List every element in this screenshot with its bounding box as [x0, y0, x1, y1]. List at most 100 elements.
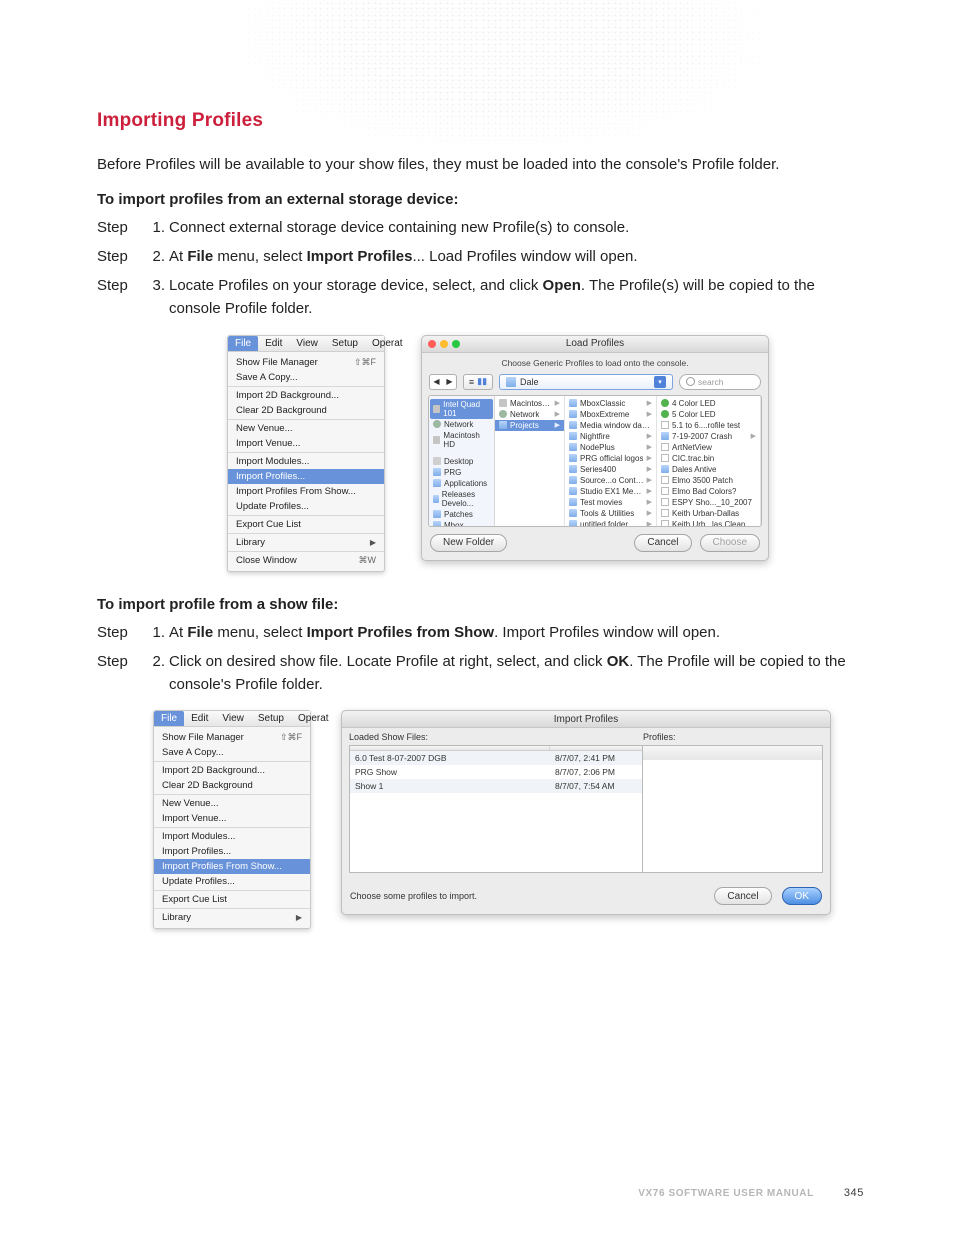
menubar-item[interactable]: Setup [325, 336, 365, 351]
menu-item[interactable]: New Venue... [154, 796, 310, 811]
item-icon [569, 421, 577, 429]
menu-item[interactable]: Clear 2D Background [228, 403, 384, 418]
menu-item[interactable]: Update Profiles... [228, 499, 384, 514]
menu-separator [228, 515, 384, 516]
browser-row[interactable]: Studio EX1 Media▶ [565, 486, 656, 497]
menu-item[interactable]: New Venue... [228, 421, 384, 436]
sidebar-item[interactable]: Intel Quad 101 [430, 399, 493, 419]
sidebar-item[interactable]: PRG [433, 467, 490, 478]
browser-row[interactable]: Dales Antive [657, 464, 760, 475]
menubar-item[interactable]: Edit [258, 336, 289, 351]
menubar-item[interactable]: Operat [291, 711, 336, 726]
step-label: Step [97, 274, 147, 321]
menu-item[interactable]: Save A Copy... [154, 745, 310, 760]
menubar-item[interactable]: View [289, 336, 325, 351]
browser-row[interactable]: Nightfire▶ [565, 431, 656, 442]
menu-item[interactable]: Clear 2D Background [154, 778, 310, 793]
browser-row[interactable]: untitled folder▶ [565, 519, 656, 526]
step: Step1.At File menu, select Import Profil… [97, 621, 864, 644]
nav-back-forward[interactable]: ◀▶ [429, 374, 457, 390]
chevron-right-icon: ▶ [647, 399, 652, 407]
ok-button[interactable]: OK [782, 887, 822, 905]
menu-item[interactable]: Export Cue List [154, 892, 310, 907]
browser-row[interactable]: NodePlus▶ [565, 442, 656, 453]
menubar-item[interactable]: File [228, 336, 258, 351]
new-folder-button[interactable]: New Folder [430, 534, 507, 552]
browser-row[interactable]: MboxExtreme▶ [565, 409, 656, 420]
item-icon [569, 432, 577, 440]
menu-item[interactable]: Library▶ [154, 910, 310, 925]
menubar-item[interactable]: Edit [184, 711, 215, 726]
menu-separator [228, 419, 384, 420]
browser-row[interactable]: MboxClassic▶ [565, 398, 656, 409]
browser-row[interactable]: CIC.trac.bin [657, 453, 760, 464]
sidebar-item[interactable]: Applications [433, 478, 490, 489]
browser-column-3: 4 Color LED5 Color LED5.1 to 6....rofile… [657, 396, 761, 526]
import-hint-text: Choose some profiles to import. [350, 891, 477, 901]
cancel-button[interactable]: Cancel [634, 534, 691, 552]
table-row[interactable]: Show 18/7/07, 7:54 AM [350, 779, 642, 793]
menu-item[interactable]: Show File Manager⇧⌘F [154, 730, 310, 745]
dialog-titlebar: Import Profiles [342, 711, 830, 728]
chevron-right-icon: ▶ [647, 454, 652, 462]
menu-item[interactable]: Import Modules... [154, 829, 310, 844]
menu-item[interactable]: Show File Manager⇧⌘F [228, 355, 384, 370]
browser-row[interactable]: Projects▶ [495, 420, 564, 431]
table-row[interactable]: PRG Show8/7/07, 2:06 PM [350, 765, 642, 779]
menu-item[interactable]: Save A Copy... [228, 370, 384, 385]
menubar-item[interactable]: Setup [251, 711, 291, 726]
menubar-item[interactable]: File [154, 711, 184, 726]
sidebar-item[interactable]: Desktop [433, 456, 490, 467]
menu-item[interactable]: Import 2D Background... [154, 763, 310, 778]
browser-row[interactable]: Elmo Bad Colors? [657, 486, 760, 497]
menu-item[interactable]: Update Profiles... [154, 874, 310, 889]
browser-row[interactable]: 5 Color LED [657, 409, 760, 420]
browser-row[interactable]: ESPY Sho..._10_2007 [657, 497, 760, 508]
menu-item[interactable]: Import Profiles... [154, 844, 310, 859]
browser-row[interactable]: Test movies▶ [565, 497, 656, 508]
menu-item[interactable]: Library▶ [228, 535, 384, 550]
browser-row[interactable]: 7-19-2007 Crash▶ [657, 431, 760, 442]
item-icon [661, 399, 669, 407]
menu-item[interactable]: Import Modules... [228, 454, 384, 469]
menu-item[interactable]: Export Cue List [228, 517, 384, 532]
choose-button[interactable]: Choose [700, 534, 760, 552]
browser-row[interactable]: 4 Color LED [657, 398, 760, 409]
search-input[interactable]: search [679, 374, 761, 390]
browser-row[interactable]: Elmo 3500 Patch [657, 475, 760, 486]
browser-row[interactable]: Media window data> [565, 420, 656, 431]
path-popup[interactable]: Dale ▾ [499, 374, 673, 390]
step-text: At File menu, select Import Profiles fro… [169, 621, 864, 644]
browser-row[interactable]: Source...o Control▶ [565, 475, 656, 486]
item-icon [661, 487, 669, 495]
browser-row[interactable]: PRG official logos▶ [565, 453, 656, 464]
browser-row[interactable]: Tools & Utilities▶ [565, 508, 656, 519]
menu-item[interactable]: Import Profiles From Show... [154, 859, 310, 874]
menu-item[interactable]: Import Profiles From Show... [228, 484, 384, 499]
menu-item[interactable]: Close Window⌘W [228, 553, 384, 568]
menubar-item[interactable]: View [215, 711, 251, 726]
step-number: 3. [147, 274, 169, 321]
menu-item[interactable]: Import Profiles... [228, 469, 384, 484]
browser-row[interactable]: Keith Urban-Dallas [657, 508, 760, 519]
sidebar-item[interactable]: Mbox [433, 520, 490, 527]
browser-row[interactable]: Series400▶ [565, 464, 656, 475]
sidebar-item[interactable]: Network [433, 419, 490, 430]
table-row[interactable]: 6.0 Test 8-07-2007 DGB8/7/07, 2:41 PM [350, 751, 642, 765]
sidebar-item[interactable]: Releases Develo... [433, 489, 490, 509]
menu-item[interactable]: Import 2D Background... [228, 388, 384, 403]
browser-row[interactable]: Macintosh HD▶ [495, 398, 564, 409]
browser-row[interactable]: ArtNetView [657, 442, 760, 453]
chevron-right-icon: ▶ [647, 465, 652, 473]
item-icon [661, 454, 669, 462]
menu-item[interactable]: Import Venue... [228, 436, 384, 451]
sidebar-item[interactable]: Patches [433, 509, 490, 520]
sidebar-item[interactable]: Macintosh HD [433, 430, 490, 450]
view-mode-toggle[interactable]: ≡▮▮ [463, 374, 493, 390]
menubar-item[interactable]: Operat [365, 336, 410, 351]
menu-item[interactable]: Import Venue... [154, 811, 310, 826]
browser-row[interactable]: Keith Urb...las Clean [657, 519, 760, 526]
cancel-button[interactable]: Cancel [714, 887, 771, 905]
browser-row[interactable]: Network▶ [495, 409, 564, 420]
browser-row[interactable]: 5.1 to 6....rofile test [657, 420, 760, 431]
